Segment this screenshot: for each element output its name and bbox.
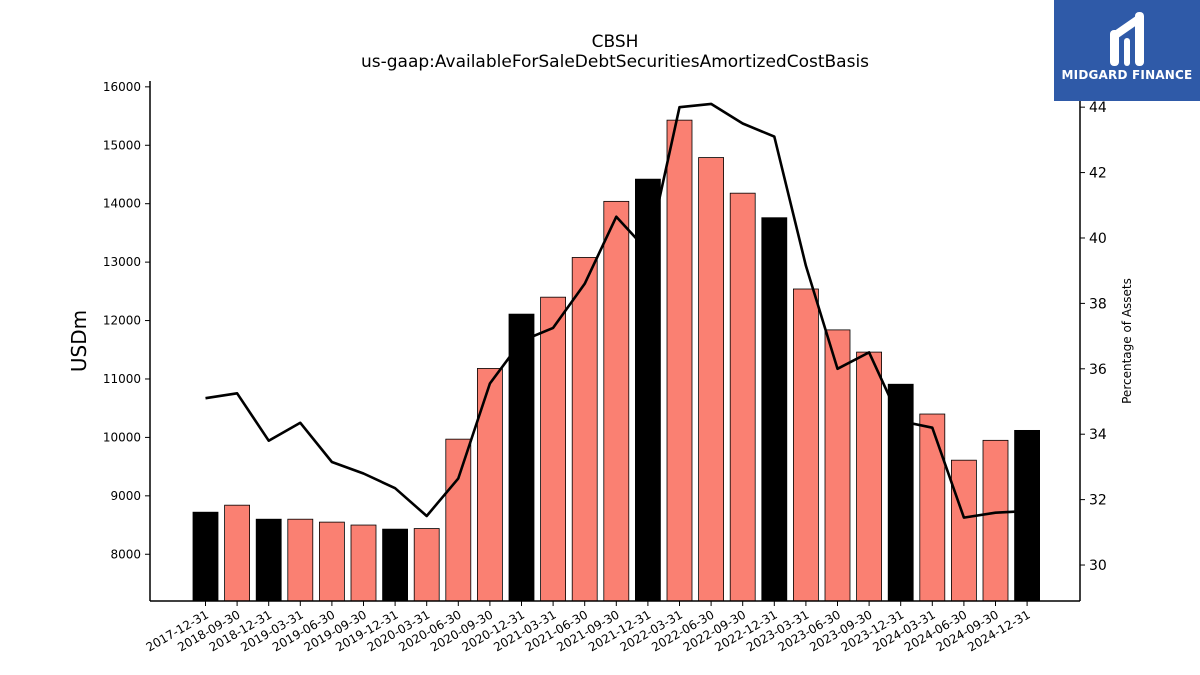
y-tick-label-8000: 8000 xyxy=(110,547,141,561)
bar-2022-06-30 xyxy=(698,157,724,602)
y2-tick-label-40: 40 xyxy=(1089,231,1107,247)
bar-2024-03-31 xyxy=(919,413,946,602)
bar-2020-03-31 xyxy=(413,528,440,602)
bar-2019-03-31 xyxy=(287,518,314,602)
bars-layer xyxy=(192,119,1040,602)
bar-2023-09-30 xyxy=(856,351,882,602)
y2-tick-label-38: 38 xyxy=(1089,296,1107,312)
bar-2021-09-30 xyxy=(603,200,630,602)
bar-2022-09-30 xyxy=(729,192,756,602)
y-tick-label-16000: 16000 xyxy=(103,80,141,94)
bar-2020-09-30 xyxy=(476,368,503,602)
y2-axis-label: Percentage of Assets xyxy=(1120,278,1134,404)
y-tick-label-12000: 12000 xyxy=(103,314,141,328)
bar-2018-09-30 xyxy=(224,504,251,602)
bar-2023-06-30 xyxy=(824,329,851,602)
chart-title: CBSH xyxy=(591,32,639,52)
y-tick-label-13000: 13000 xyxy=(103,255,141,269)
bar-2017-12-31 xyxy=(192,511,219,602)
bar-2022-12-31 xyxy=(761,217,788,602)
bar-2020-06-30 xyxy=(445,438,472,602)
logo: MIDGARD FINANCE xyxy=(1054,0,1200,101)
bar-2020-12-31 xyxy=(508,313,535,602)
bar-2019-09-30 xyxy=(350,524,377,602)
y-axis-label: USDm xyxy=(67,310,91,372)
y-tick-label-15000: 15000 xyxy=(103,138,141,152)
y2-tick-label-32: 32 xyxy=(1089,493,1107,509)
bar-2019-12-31 xyxy=(382,528,409,602)
logo-text: MIDGARD FINANCE xyxy=(1061,68,1193,82)
y-tick-label-9000: 9000 xyxy=(110,489,141,503)
bar-2021-03-31 xyxy=(540,296,566,602)
bar-2024-09-30 xyxy=(982,439,1009,602)
y-tick-label-11000: 11000 xyxy=(103,372,141,386)
bar-2023-12-31 xyxy=(887,383,914,602)
bar-2024-12-31 xyxy=(1014,429,1040,602)
y2-tick-label-42: 42 xyxy=(1089,166,1107,182)
bar-2021-06-30 xyxy=(571,257,598,602)
chart-subtitle: us-gaap:AvailableForSaleDebtSecuritiesAm… xyxy=(360,52,870,72)
bar-2023-03-31 xyxy=(793,288,819,602)
y2-tick-label-30: 30 xyxy=(1089,558,1107,574)
bar-2022-03-31 xyxy=(666,119,693,602)
bar-2018-12-31 xyxy=(255,518,282,602)
line-series-percentage xyxy=(205,102,1028,519)
y2-tick-label-34: 34 xyxy=(1089,427,1107,443)
y-tick-label-14000: 14000 xyxy=(103,197,141,211)
y2-tick-label-44: 44 xyxy=(1089,100,1107,116)
bar-2019-06-30 xyxy=(318,521,345,602)
line-layer xyxy=(205,102,1028,519)
bar-2024-06-30 xyxy=(951,459,977,602)
y-tick-label-10000: 10000 xyxy=(103,430,141,444)
y2-tick-label-36: 36 xyxy=(1089,362,1107,378)
logo-mark-icon xyxy=(1110,12,1144,66)
